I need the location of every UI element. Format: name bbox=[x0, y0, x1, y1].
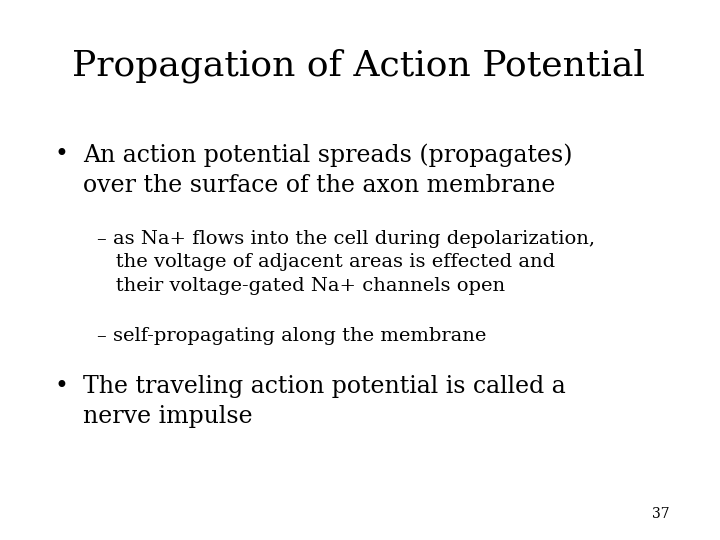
Text: – as Na+ flows into the cell during depolarization,
   the voltage of adjacent a: – as Na+ flows into the cell during depo… bbox=[97, 230, 595, 295]
Text: 37: 37 bbox=[652, 507, 670, 521]
Text: – self-propagating along the membrane: – self-propagating along the membrane bbox=[97, 327, 487, 345]
Text: •: • bbox=[54, 375, 68, 399]
Text: Propagation of Action Potential: Propagation of Action Potential bbox=[72, 49, 645, 83]
Text: The traveling action potential is called a
nerve impulse: The traveling action potential is called… bbox=[83, 375, 565, 429]
Text: •: • bbox=[54, 143, 68, 166]
Text: An action potential spreads (propagates)
over the surface of the axon membrane: An action potential spreads (propagates)… bbox=[83, 143, 572, 197]
